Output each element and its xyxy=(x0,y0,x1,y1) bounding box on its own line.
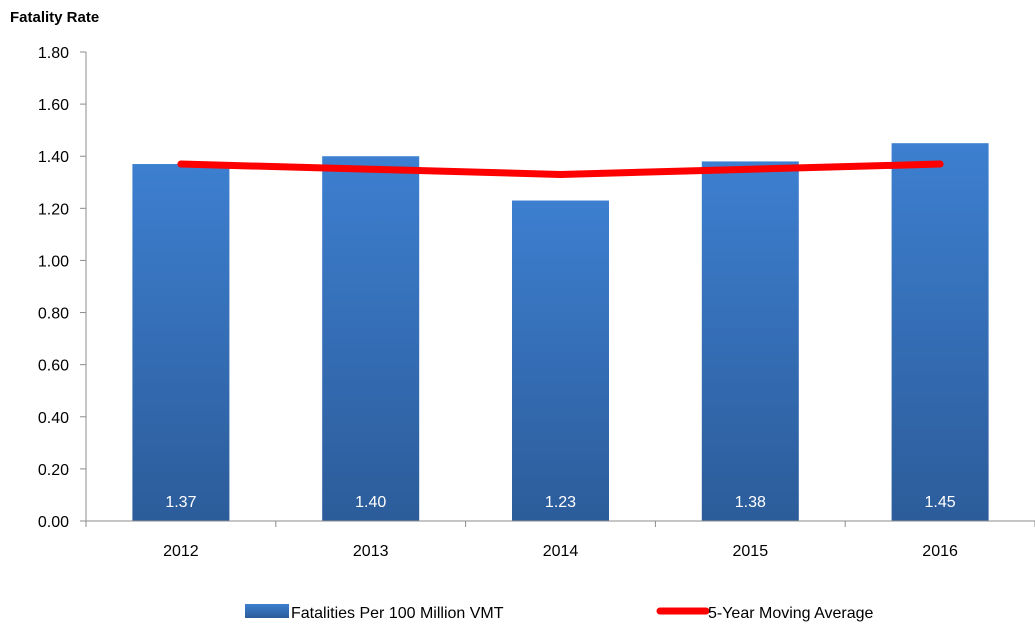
bar-2014 xyxy=(512,200,609,521)
y-tick-label: 0.40 xyxy=(38,410,69,427)
y-tick-label: 1.40 xyxy=(38,149,69,166)
legend-bar-label: Fatalities Per 100 Million VMT xyxy=(291,605,504,622)
x-axis-ticks: 2012 2013 2014 2015 2016 xyxy=(85,521,1035,560)
x-tick-label: 2012 xyxy=(163,543,199,560)
legend: Fatalities Per 100 Million VMT 5-Year Mo… xyxy=(245,604,874,622)
y-axis-ticks: 0.00 0.20 0.40 0.60 0.80 1.00 1.20 1.40 1.60 1.80 xyxy=(38,45,86,531)
y-tick-label: 0.00 xyxy=(38,514,69,531)
legend-bar-swatch xyxy=(245,604,289,618)
bar-2013 xyxy=(322,156,420,521)
y-tick-label: 0.20 xyxy=(38,462,69,479)
bar-2015 xyxy=(701,161,799,521)
bar-data-labels: 1.37 1.40 1.23 1.38 1.45 xyxy=(165,494,955,511)
bar-data-label: 1.37 xyxy=(165,494,196,511)
y-axis-title: Fatality Rate xyxy=(10,9,99,26)
y-tick-label: 0.80 xyxy=(38,306,69,323)
bar-data-label: 1.23 xyxy=(545,494,576,511)
bar-series xyxy=(132,143,989,522)
bar-2016 xyxy=(891,143,989,521)
y-tick-label: 1.80 xyxy=(38,45,69,62)
y-tick-label: 1.20 xyxy=(38,201,69,218)
x-tick-label: 2013 xyxy=(353,543,389,560)
x-tick-label: 2014 xyxy=(543,543,579,560)
moving-average-line xyxy=(177,160,944,178)
bar-data-label: 1.45 xyxy=(925,494,956,511)
legend-line-label: 5-Year Moving Average xyxy=(708,605,874,622)
x-tick-label: 2016 xyxy=(922,543,958,560)
y-tick-label: 1.00 xyxy=(38,253,69,270)
y-tick-label: 0.60 xyxy=(38,358,69,375)
bar-2012 xyxy=(132,164,230,522)
bar-data-label: 1.40 xyxy=(355,494,386,511)
moving-average-series xyxy=(177,160,944,178)
y-tick-label: 1.60 xyxy=(38,97,69,114)
bar-data-label: 1.38 xyxy=(735,494,766,511)
x-tick-label: 2015 xyxy=(733,543,769,560)
